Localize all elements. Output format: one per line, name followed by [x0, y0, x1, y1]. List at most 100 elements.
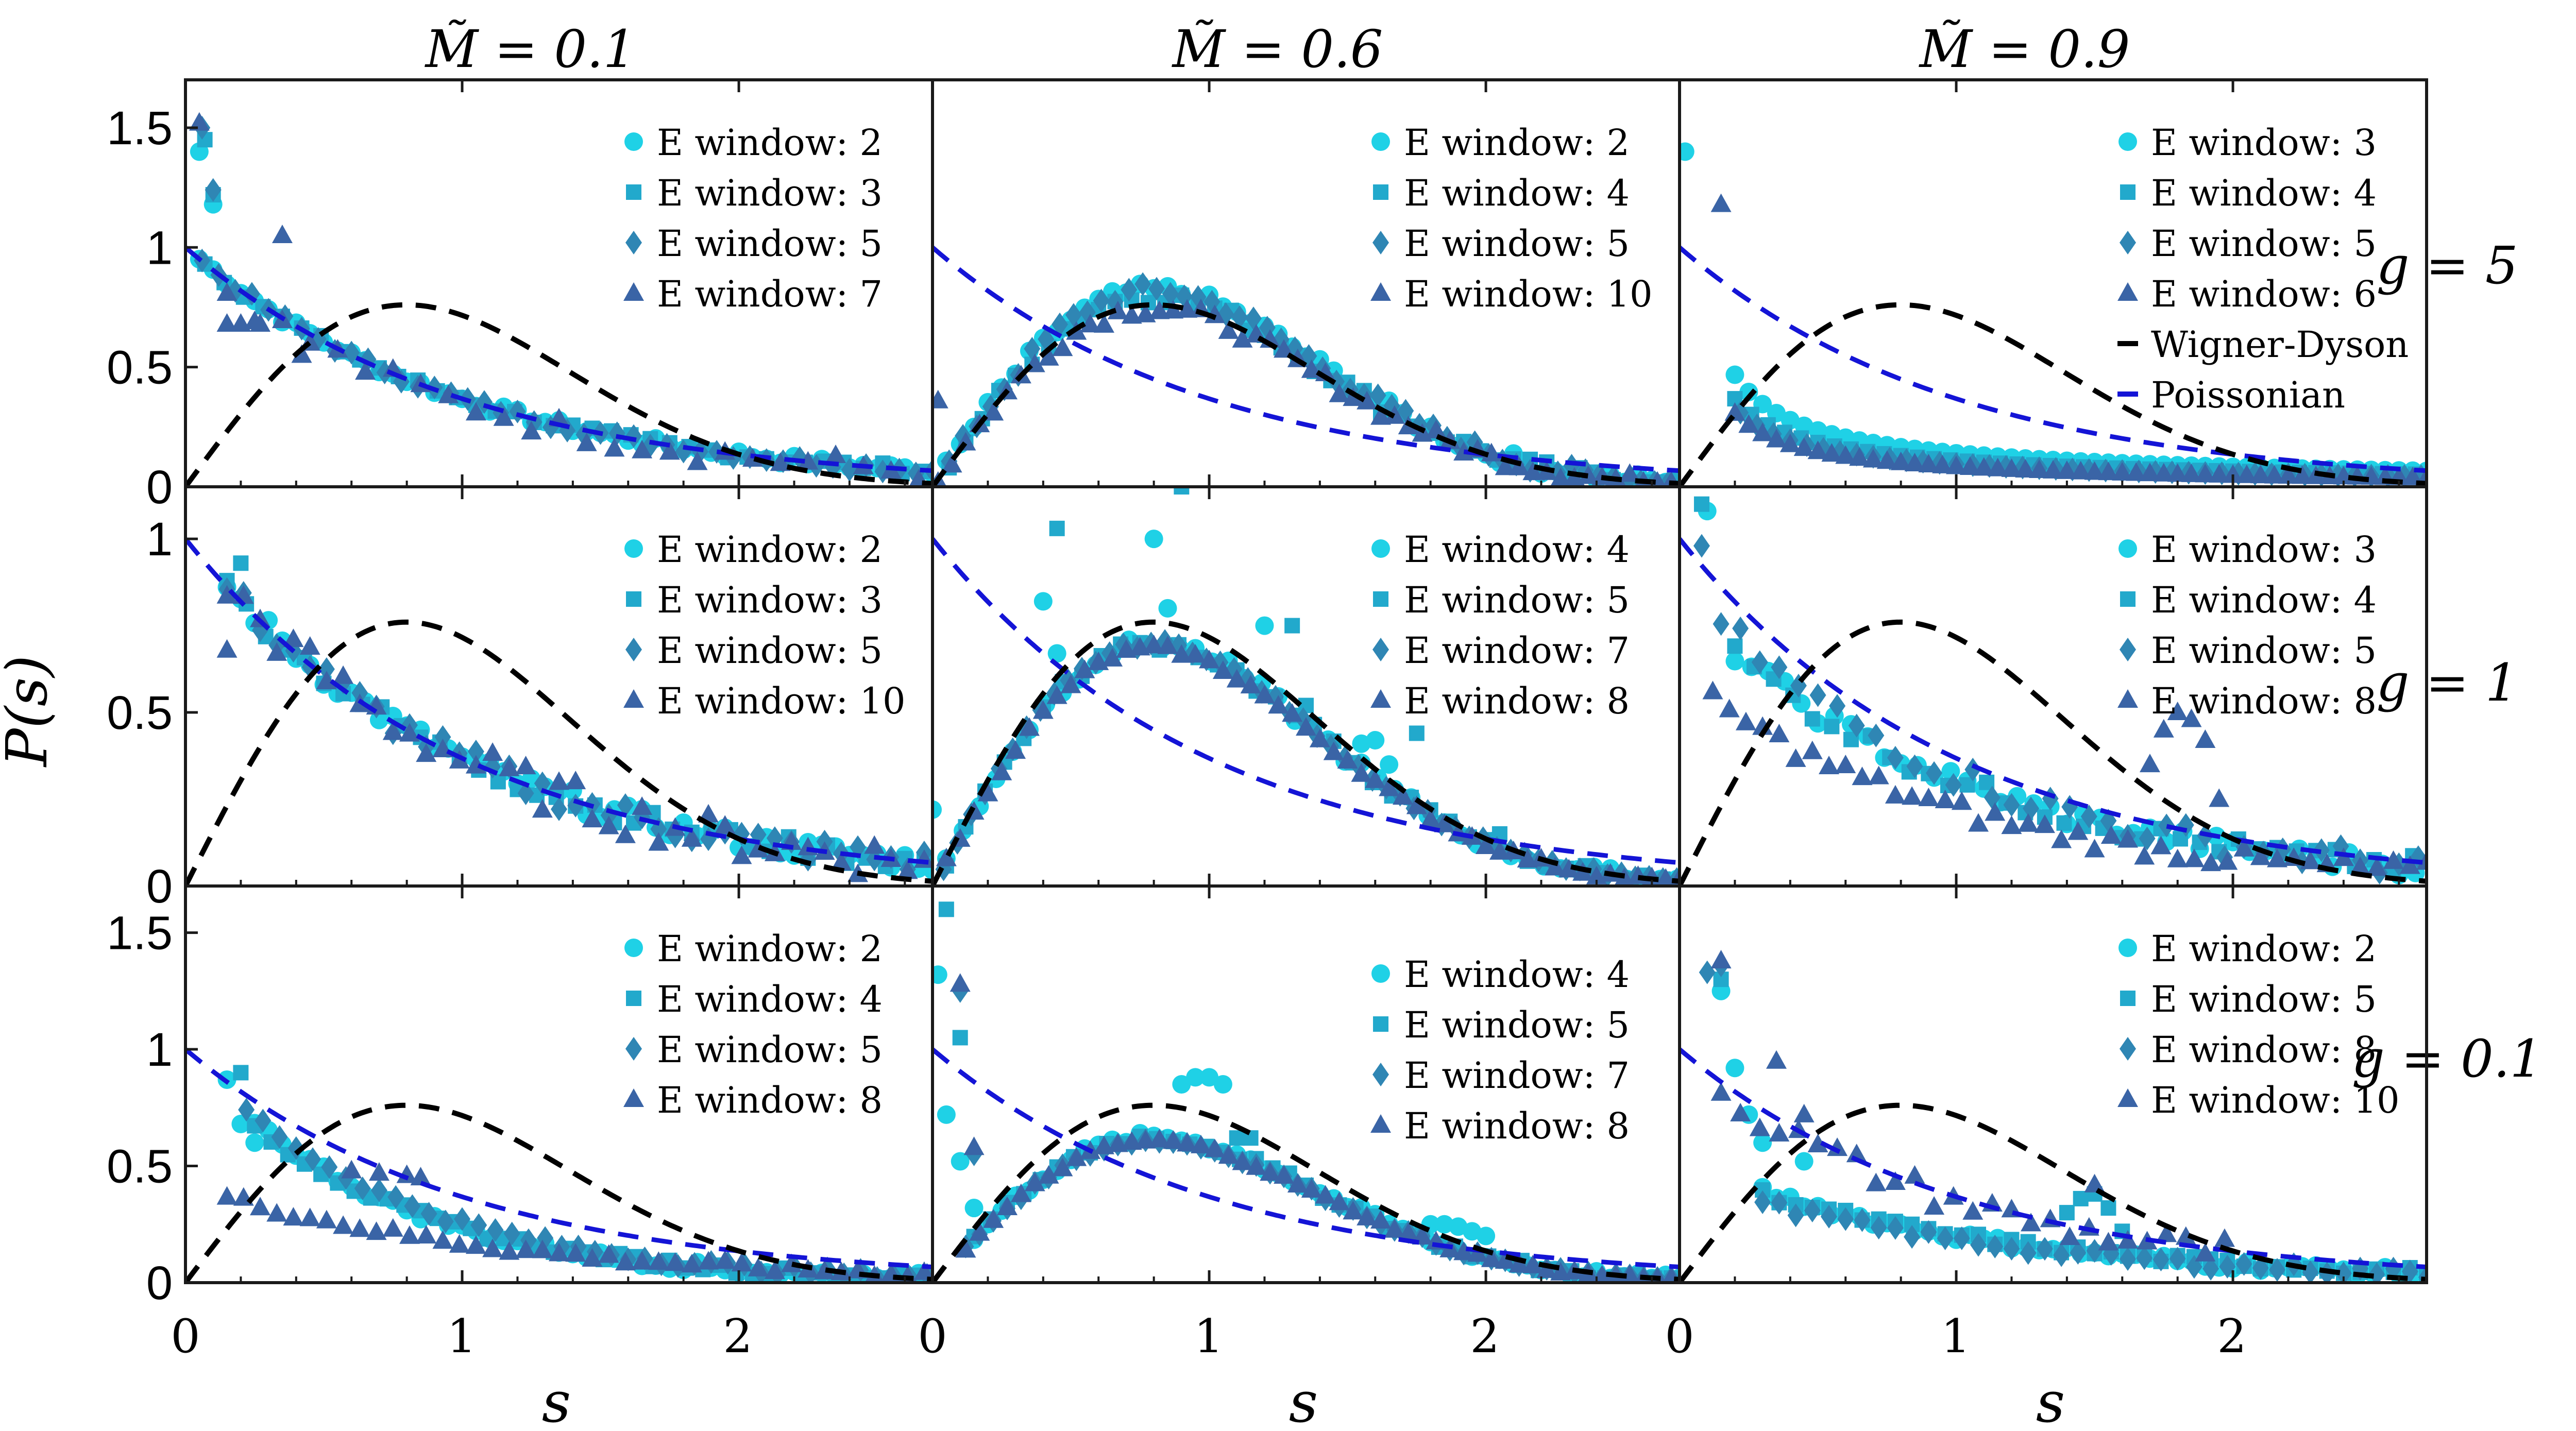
data-point — [897, 860, 918, 879]
poissonian-curve — [933, 537, 1680, 865]
data-point — [1049, 520, 1065, 536]
data-point — [2100, 825, 2122, 844]
legend-marker — [2120, 638, 2136, 661]
legend-marker — [2120, 991, 2136, 1006]
data-point — [1495, 1250, 1516, 1269]
series-4 — [216, 1160, 933, 1283]
data-point — [825, 445, 846, 464]
data-point — [1282, 703, 1303, 722]
data-point — [1809, 683, 1826, 707]
data-point — [1024, 1172, 1045, 1191]
data-point — [351, 681, 368, 705]
data-point — [933, 965, 947, 984]
poissonian-curve — [933, 1047, 1680, 1270]
data-point — [963, 1136, 985, 1155]
data-point — [604, 438, 625, 457]
data-point — [941, 454, 962, 473]
data-point — [1495, 456, 1516, 475]
data-point — [1890, 451, 1911, 470]
poissonian-curve — [933, 245, 1680, 473]
data-point — [2181, 463, 2202, 482]
data-point — [1727, 638, 1743, 654]
data-point — [1945, 773, 1962, 797]
data-point — [1398, 1222, 1419, 1241]
data-point — [1725, 1059, 1744, 1078]
data-point — [2139, 826, 2156, 850]
wigner-dyson-curve — [1680, 619, 2427, 886]
y-tick-label: 1.5 — [107, 102, 173, 155]
legend-marker — [625, 1037, 642, 1061]
data-point — [1902, 786, 1923, 805]
data-point — [598, 1244, 619, 1263]
data-point — [189, 112, 210, 131]
data-point — [233, 1065, 249, 1081]
data-point — [1172, 1075, 1191, 1094]
data-point — [396, 1164, 417, 1183]
data-point — [2209, 788, 2230, 807]
data-point — [1232, 1151, 1253, 1170]
data-point — [245, 1133, 264, 1152]
data-point — [283, 1207, 304, 1226]
data-point — [2015, 458, 2036, 478]
data-point — [625, 424, 642, 448]
data-point — [1121, 1131, 1142, 1150]
data-point — [1186, 1068, 1205, 1087]
data-point — [2098, 462, 2119, 481]
data-point — [1038, 1165, 1059, 1184]
data-point — [1924, 1196, 1945, 1215]
y-tick-label: 1 — [146, 222, 173, 274]
legend-label: E window: 4 — [2151, 172, 2377, 214]
data-point — [2181, 708, 2202, 727]
data-point — [1255, 616, 1274, 635]
data-point — [238, 1098, 255, 1122]
data-point — [1964, 758, 1981, 782]
data-point — [304, 1147, 321, 1171]
legend-label: E window: 2 — [657, 122, 883, 164]
legend-label: E window: 5 — [2151, 629, 2377, 672]
data-point — [2313, 838, 2330, 862]
data-point — [449, 1234, 470, 1253]
data-point — [355, 361, 376, 380]
data-point — [1343, 1201, 1364, 1220]
data-point — [1171, 644, 1192, 663]
data-point — [2219, 1255, 2236, 1279]
legend-label: E window: 2 — [2151, 928, 2377, 970]
legend-marker — [2120, 231, 2136, 254]
data-point — [1489, 841, 1510, 860]
data-point — [2158, 813, 2175, 838]
data-point — [1835, 445, 1856, 464]
data-point — [1245, 306, 1262, 331]
data-point — [1240, 675, 1261, 694]
data-point — [2233, 838, 2255, 857]
data-point — [659, 441, 680, 460]
data-point — [2021, 1213, 2042, 1232]
data-point — [2153, 463, 2174, 482]
data-point — [1365, 769, 1386, 788]
y-tick-label: 1 — [146, 513, 173, 566]
legend-marker — [624, 939, 643, 957]
data-point — [1213, 1075, 1232, 1094]
x-axis-title-1: s — [542, 1369, 571, 1431]
data-point — [1246, 1156, 1267, 1175]
legend-label: E window: 3 — [2151, 529, 2377, 571]
data-point — [465, 1235, 486, 1254]
data-point — [1887, 1216, 1904, 1240]
data-point — [1719, 699, 1740, 718]
data-point — [955, 1239, 976, 1258]
data-point — [1730, 1103, 1751, 1122]
data-point — [250, 1197, 270, 1216]
legend-label: E window: 5 — [2151, 978, 2377, 1020]
legend-marker — [625, 638, 642, 661]
data-point — [1769, 724, 1790, 743]
data-point — [1970, 1233, 1987, 1257]
data-point — [2073, 1190, 2089, 1206]
data-point — [2139, 463, 2160, 482]
data-point — [205, 178, 222, 202]
data-point — [1738, 414, 1759, 433]
data-point — [2034, 814, 2055, 833]
data-point — [1918, 787, 1939, 806]
data-point — [632, 439, 653, 458]
data-point — [1866, 1172, 1887, 1191]
data-point — [1829, 694, 1846, 718]
